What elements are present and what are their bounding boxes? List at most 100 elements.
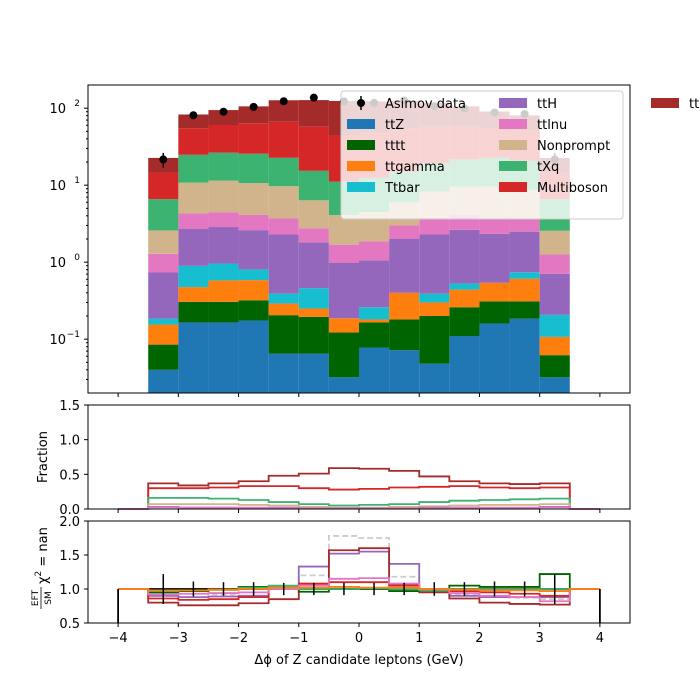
- bar-ttbar: [178, 265, 209, 288]
- bar-tth: [419, 234, 450, 294]
- ratio-panel: 0.5 1.0 1.5 2.0 −4 −3 −2 −1 0 1 2 3 4 Δϕ of Z candida…: [31, 515, 631, 668]
- legend-label: ttZ: [385, 118, 404, 133]
- y-tick-exponent: 1: [74, 176, 80, 186]
- legend-swatch: [347, 182, 375, 192]
- legend-swatch: [499, 98, 527, 108]
- bar-tttt: [328, 332, 359, 378]
- fraction-y-label: Fraction: [36, 431, 51, 483]
- bar-nonprompt: [328, 215, 359, 245]
- bar-ttlnu: [178, 213, 209, 230]
- bar-ttz: [449, 335, 480, 393]
- bar-ttz: [178, 322, 209, 393]
- bar-ttz: [389, 350, 420, 393]
- bar-tth: [208, 227, 239, 264]
- bar-ttbar: [268, 293, 299, 304]
- bar-ttgamma: [238, 280, 269, 301]
- bar-tth: [298, 242, 329, 289]
- bar-tth: [359, 260, 390, 308]
- x-tick-label: 4: [596, 631, 604, 646]
- bar-ttz: [479, 323, 510, 393]
- legend-label: Asimov data: [385, 97, 466, 112]
- series-ttbar: [148, 263, 570, 337]
- legend-swatch: [499, 182, 527, 192]
- fraction-lines: [118, 467, 600, 510]
- bar-tth: [178, 229, 209, 266]
- series-ttlnu: [148, 212, 570, 274]
- legend-entry: tttt: [347, 139, 405, 154]
- bar-tttt: [208, 301, 239, 323]
- y-tick-label: 2.0: [59, 515, 80, 530]
- axes-frame: [87, 404, 631, 510]
- bar-ttgamma: [328, 318, 359, 333]
- bar-tttt: [148, 344, 179, 370]
- ratio-lines: [117, 535, 601, 623]
- y-tick-exponent: 2: [74, 99, 80, 109]
- legend-label: tXq: [537, 160, 559, 175]
- bar-tth: [449, 229, 480, 284]
- x-tick-label: −2: [229, 631, 248, 646]
- legend-label: Nonprompt: [537, 139, 610, 154]
- bar-ttlnu: [419, 217, 450, 235]
- bar-ttz: [148, 369, 179, 393]
- legend-entry: tXq: [499, 160, 559, 175]
- bar-multiboson: [238, 123, 269, 154]
- ratio-line: [118, 577, 600, 603]
- bar-ttbar: [148, 318, 179, 325]
- data-point: [159, 155, 168, 164]
- bar-ttgamma: [449, 289, 480, 308]
- bar-ttgamma: [359, 319, 390, 323]
- legend: Asimov data ttZ tttt ttgamma Ttbar ttH ttlnu No…: [340, 90, 700, 220]
- fraction-line-multiboson: [118, 485, 600, 510]
- y-tick-label: 10: [49, 333, 66, 348]
- y-tick-label: 10: [49, 179, 66, 194]
- legend-label: ttgamma: [385, 160, 445, 175]
- ratio-line: [118, 581, 600, 601]
- bar-tttt: [298, 316, 329, 354]
- bar-tth: [268, 234, 299, 294]
- bar-ttz: [298, 353, 329, 393]
- bar-ttll: [238, 106, 269, 124]
- bar-txq: [298, 170, 329, 201]
- bar-ttlnu: [268, 218, 299, 235]
- series-tth: [148, 227, 570, 319]
- legend-swatch: [347, 119, 375, 129]
- x-tick-label: 3: [536, 631, 544, 646]
- data-point: [279, 97, 288, 106]
- x-tick-label: 1: [415, 631, 423, 646]
- bar-tth: [328, 262, 359, 319]
- y-tick-label: 0.5: [59, 468, 80, 483]
- bar-ttz: [539, 377, 570, 393]
- bar-tttt: [419, 316, 450, 364]
- x-tick-label: −1: [289, 631, 308, 646]
- fraction-line-ttll: [118, 467, 600, 510]
- series-ttz: [148, 318, 570, 393]
- bar-ttz: [359, 347, 390, 393]
- bar-tth: [539, 273, 570, 315]
- y-tick-label: 0.0: [59, 503, 80, 518]
- bar-multiboson: [208, 125, 239, 153]
- bar-nonprompt: [148, 230, 179, 254]
- data-point: [249, 102, 258, 111]
- bar-ttll: [298, 100, 329, 127]
- bar-ttbar: [539, 314, 570, 337]
- legend-entry: ttgamma: [347, 160, 445, 175]
- ratio-line: [118, 550, 600, 599]
- bar-ttbar: [509, 272, 540, 279]
- bar-nonprompt: [298, 200, 329, 229]
- bar-ttgamma: [268, 303, 299, 316]
- bar-tttt: [178, 301, 209, 323]
- series-ttgamma: [148, 278, 570, 356]
- legend-label: ttlnu: [537, 118, 567, 133]
- legend-entry: Nonprompt: [499, 139, 610, 154]
- bar-multiboson: [298, 126, 329, 171]
- bar-ttz: [509, 318, 540, 393]
- bar-ttz: [238, 320, 269, 393]
- bar-ttlnu: [509, 218, 540, 232]
- axes-frame: [87, 520, 631, 624]
- bar-nonprompt: [268, 186, 299, 219]
- bar-txq: [148, 199, 179, 231]
- legend-entry: Multiboson: [499, 181, 608, 196]
- ratio-y-label-bottom: SM: [44, 591, 54, 604]
- legend-marker: [357, 99, 365, 107]
